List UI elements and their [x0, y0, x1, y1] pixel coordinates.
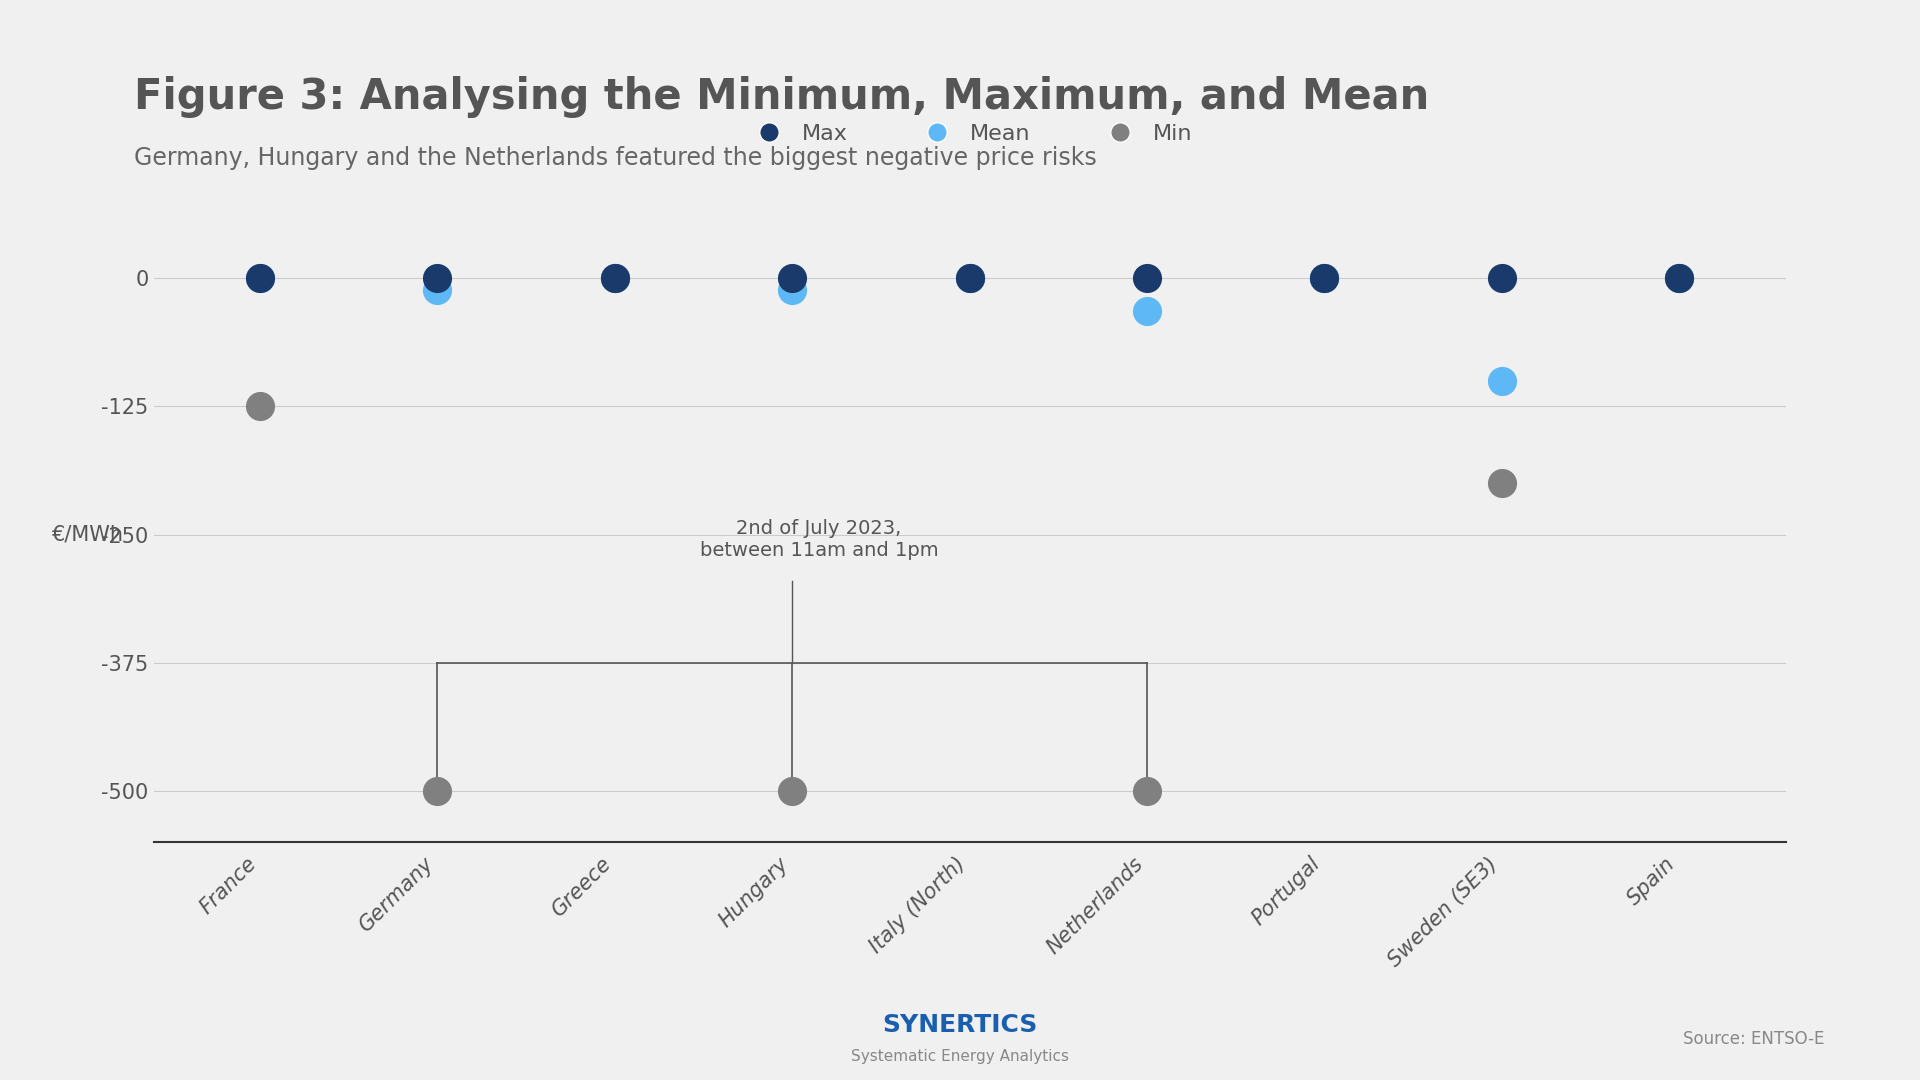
- Y-axis label: €/MWh: €/MWh: [52, 525, 123, 544]
- Text: 2nd of July 2023,
between 11am and 1pm: 2nd of July 2023, between 11am and 1pm: [699, 519, 939, 561]
- Point: [1486, 269, 1517, 286]
- Text: Germany, Hungary and the Netherlands featured the biggest negative price risks: Germany, Hungary and the Netherlands fea…: [134, 146, 1096, 170]
- Text: Source: ENTSO-E: Source: ENTSO-E: [1682, 1029, 1824, 1048]
- Point: [778, 282, 808, 299]
- Point: [599, 269, 630, 286]
- Point: [1131, 782, 1162, 799]
- Point: [1665, 269, 1695, 286]
- Point: [954, 269, 985, 286]
- Point: [954, 269, 985, 286]
- Text: SYNERTICS: SYNERTICS: [883, 1013, 1037, 1037]
- Text: Figure 3: Analysing the Minimum, Maximum, and Mean: Figure 3: Analysing the Minimum, Maximum…: [134, 76, 1430, 118]
- Text: Systematic Energy Analytics: Systematic Energy Analytics: [851, 1049, 1069, 1064]
- Point: [1486, 474, 1517, 491]
- Point: [244, 269, 275, 286]
- Point: [1131, 302, 1162, 320]
- Point: [1309, 269, 1340, 286]
- Point: [422, 269, 453, 286]
- Point: [1309, 269, 1340, 286]
- Point: [778, 269, 808, 286]
- Point: [1665, 269, 1695, 286]
- Legend: Max, Mean, Min: Max, Mean, Min: [737, 114, 1202, 152]
- Point: [244, 397, 275, 415]
- Point: [1486, 372, 1517, 389]
- Point: [599, 269, 630, 286]
- Point: [422, 782, 453, 799]
- Point: [1131, 269, 1162, 286]
- Point: [954, 269, 985, 286]
- Point: [599, 269, 630, 286]
- Point: [244, 269, 275, 286]
- Point: [422, 282, 453, 299]
- Point: [778, 782, 808, 799]
- Point: [1665, 269, 1695, 286]
- Point: [1309, 269, 1340, 286]
